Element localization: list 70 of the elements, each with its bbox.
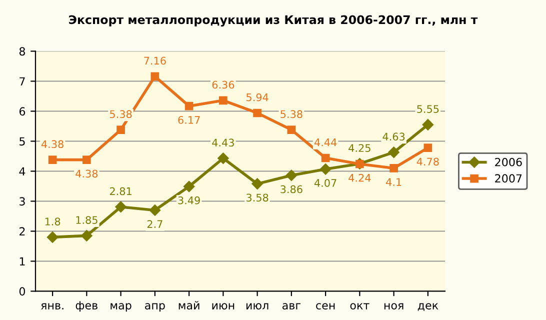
data-label: 5.94 [246,93,268,102]
data-label: 7.16 [144,56,166,65]
data-label: 6.36 [212,80,234,89]
point [252,178,263,190]
point [219,96,228,105]
y-tick-label: 4 [19,167,26,176]
legend-label: 2006 [495,158,522,166]
x-tick-label: июл [246,303,268,310]
data-label: 5.38 [280,110,302,118]
y-tick-label: 6 [19,107,26,116]
y-tick-label: 2 [20,227,25,236]
point [424,144,432,152]
y-tick-label: 1 [20,257,25,266]
point [115,201,126,213]
x-tick-label: дек [418,303,438,311]
x-tick-label: май [178,300,200,310]
x-tick-label: июн [212,303,234,310]
point [184,102,194,110]
point [320,163,332,175]
point [253,108,262,118]
data-label: 2.7 [147,220,162,228]
data-label: 3.49 [178,196,200,204]
data-label: 4.07 [314,179,336,187]
point [286,170,298,182]
point [46,232,58,243]
data-label: 4.38 [41,140,64,148]
chart-title: Экспорт металлопродукции из Китая в 2006-2007 гг., млн т [69,15,478,27]
point [150,72,160,81]
point [287,126,296,134]
point [149,204,161,216]
data-label: 1.85 [76,216,98,224]
data-label: 2.81 [110,187,132,196]
point [390,164,398,172]
data-label: 4.25 [348,144,370,152]
point [422,119,434,130]
x-tick-label: окт [350,303,370,310]
point [388,146,400,158]
point [218,152,229,164]
x-tick-label: мар [110,303,132,312]
data-label: 4.43 [212,138,234,147]
point [81,230,92,242]
x-tick-label: фев [76,301,98,312]
y-tick-label: 8 [19,47,26,56]
x-tick-label: янв. [41,303,64,310]
point [183,180,195,192]
x-tick-label: апр [145,303,165,312]
data-label: 4.63 [382,132,405,141]
data-label: 4.78 [416,158,439,166]
y-tick-label: 7 [20,77,25,86]
point [321,154,330,162]
point [116,126,125,134]
point [82,156,91,164]
point [48,156,57,164]
data-label: 4.44 [314,138,337,146]
x-tick-label: ноя [384,303,404,310]
data-label: 4.24 [348,174,371,182]
data-label: 6.17 [178,116,200,124]
y-tick-label: 3 [20,197,25,206]
y-tick-label: 5 [20,137,25,146]
x-tick-label: авг [282,303,300,310]
data-label: 3.58 [246,194,268,202]
data-label: 3.86 [280,185,302,194]
data-label: 4.38 [76,170,98,178]
y-tick-label: 0 [19,287,26,296]
data-label: 1.8 [45,218,60,226]
data-label: 5.38 [110,110,132,118]
data-label: 5.55 [417,105,439,113]
data-label: 4.1 [386,178,402,186]
x-tick-label: сен [316,303,335,310]
legend-label: 2007 [495,174,522,183]
